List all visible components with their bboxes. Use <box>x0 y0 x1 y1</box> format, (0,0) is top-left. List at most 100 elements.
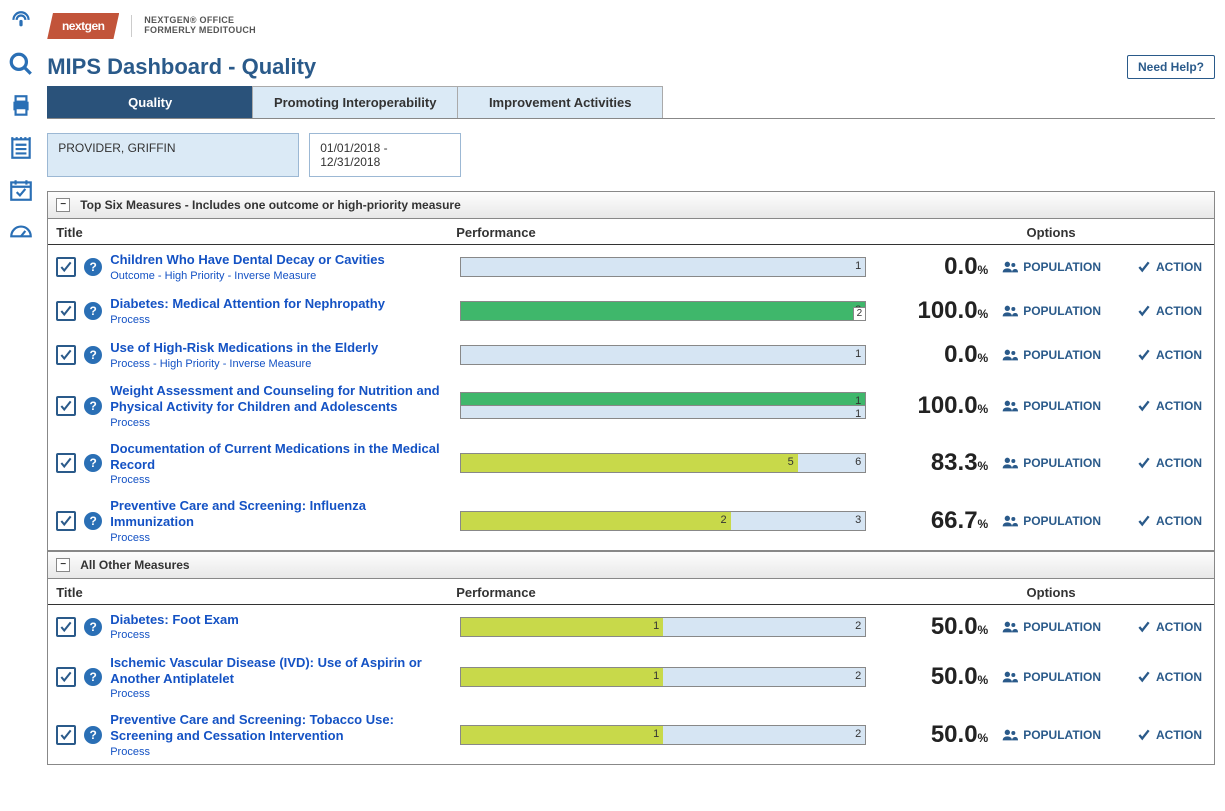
check-icon <box>1137 348 1151 362</box>
action-link[interactable]: ACTION <box>1137 348 1202 362</box>
measure-subtitle: Process <box>110 532 452 544</box>
row-options: POPULATION ACTION <box>1002 620 1206 634</box>
performance-bar: 11 <box>460 392 866 419</box>
col-options: Options <box>896 585 1206 600</box>
measure-checkbox[interactable] <box>56 301 76 321</box>
measure-title[interactable]: Ischemic Vascular Disease (IVD): Use of … <box>110 655 452 688</box>
column-headers: TitlePerformanceOptions <box>48 579 1214 605</box>
measures-section: −All Other MeasuresTitlePerformanceOptio… <box>47 551 1215 765</box>
performance-percent: 50.0% <box>874 721 994 749</box>
population-link[interactable]: POPULATION <box>1002 728 1101 742</box>
measure-help-icon[interactable]: ? <box>84 302 102 320</box>
action-link[interactable]: ACTION <box>1137 304 1202 318</box>
collapse-toggle[interactable]: − <box>56 198 70 212</box>
people-icon <box>1002 399 1018 413</box>
measure-checkbox[interactable] <box>56 667 76 687</box>
people-icon <box>1002 728 1018 742</box>
bar-denominator: 2 <box>853 307 867 321</box>
measure-title[interactable]: Diabetes: Foot Exam <box>110 612 452 628</box>
population-link[interactable]: POPULATION <box>1002 670 1101 684</box>
measure-help-icon[interactable]: ? <box>84 397 102 415</box>
col-performance: Performance <box>456 585 896 600</box>
brand-logo: nextgen <box>47 13 119 39</box>
measure-title[interactable]: Preventive Care and Screening: Tobacco U… <box>110 712 452 745</box>
measure-title[interactable]: Preventive Care and Screening: Influenza… <box>110 498 452 531</box>
row-options: POPULATION ACTION <box>1002 348 1206 362</box>
calendar-check-icon[interactable] <box>7 176 35 204</box>
brand-separator <box>131 15 132 37</box>
measure-info: Use of High-Risk Medications in the Elde… <box>110 340 452 369</box>
bar-denominator: 6 <box>855 456 861 468</box>
measure-checkbox[interactable] <box>56 345 76 365</box>
performance-percent: 50.0% <box>874 663 994 691</box>
provider-select[interactable]: PROVIDER, GRIFFIN <box>47 133 299 177</box>
action-link[interactable]: ACTION <box>1137 260 1202 274</box>
measure-checkbox[interactable] <box>56 257 76 277</box>
population-link[interactable]: POPULATION <box>1002 514 1101 528</box>
tab-quality[interactable]: Quality <box>47 86 253 118</box>
print-icon[interactable] <box>7 92 35 120</box>
bar-numerator: 1 <box>653 728 659 740</box>
measure-help-icon[interactable]: ? <box>84 726 102 744</box>
measure-checkbox[interactable] <box>56 396 76 416</box>
action-link[interactable]: ACTION <box>1137 399 1202 413</box>
bar-denominator: 2 <box>855 728 861 740</box>
measure-checkbox[interactable] <box>56 453 76 473</box>
search-icon[interactable] <box>7 50 35 78</box>
date-range-select[interactable]: 01/01/2018 - 12/31/2018 <box>309 133 461 177</box>
broadcast-icon[interactable] <box>7 8 35 36</box>
notes-icon[interactable] <box>7 134 35 162</box>
row-options: POPULATION ACTION <box>1002 456 1206 470</box>
measure-help-icon[interactable]: ? <box>84 346 102 364</box>
measure-title[interactable]: Diabetes: Medical Attention for Nephropa… <box>110 296 452 312</box>
measure-help-icon[interactable]: ? <box>84 668 102 686</box>
people-icon <box>1002 620 1018 634</box>
measure-subtitle: Process <box>110 629 452 641</box>
tab-improvement-activities[interactable]: Improvement Activities <box>457 86 663 118</box>
population-link[interactable]: POPULATION <box>1002 348 1101 362</box>
measure-help-icon[interactable]: ? <box>84 512 102 530</box>
measure-row: ? Documentation of Current Medications in… <box>48 435 1214 493</box>
people-icon <box>1002 304 1018 318</box>
bar-denominator: 3 <box>855 514 861 526</box>
dashboard-gauge-icon[interactable] <box>7 218 35 246</box>
col-title: Title <box>56 585 456 600</box>
measure-help-icon[interactable]: ? <box>84 454 102 472</box>
population-link[interactable]: POPULATION <box>1002 456 1101 470</box>
population-link[interactable]: POPULATION <box>1002 304 1101 318</box>
performance-bar: 23 <box>460 511 866 531</box>
measure-help-icon[interactable]: ? <box>84 618 102 636</box>
people-icon <box>1002 348 1018 362</box>
bar-numerator: 2 <box>721 514 727 526</box>
action-link[interactable]: ACTION <box>1137 456 1202 470</box>
check-icon <box>1137 304 1151 318</box>
performance-percent: 100.0% <box>874 392 994 420</box>
performance-bar: 22 <box>460 301 866 321</box>
measure-title[interactable]: Weight Assessment and Counseling for Nut… <box>110 383 452 416</box>
measure-info: Weight Assessment and Counseling for Nut… <box>110 383 452 429</box>
people-icon <box>1002 514 1018 528</box>
population-link[interactable]: POPULATION <box>1002 260 1101 274</box>
measure-help-icon[interactable]: ? <box>84 258 102 276</box>
tab-promoting-interoperability[interactable]: Promoting Interoperability <box>252 86 458 118</box>
action-link[interactable]: ACTION <box>1137 670 1202 684</box>
action-link[interactable]: ACTION <box>1137 514 1202 528</box>
action-link[interactable]: ACTION <box>1137 620 1202 634</box>
measure-checkbox[interactable] <box>56 617 76 637</box>
measure-info: Diabetes: Medical Attention for Nephropa… <box>110 296 452 325</box>
need-help-button[interactable]: Need Help? <box>1127 55 1215 79</box>
collapse-toggle[interactable]: − <box>56 558 70 572</box>
measures-section: −Top Six Measures - Includes one outcome… <box>47 191 1215 551</box>
measure-subtitle: Process <box>110 314 452 326</box>
measure-checkbox[interactable] <box>56 725 76 745</box>
measure-subtitle: Outcome - High Priority - Inverse Measur… <box>110 270 452 282</box>
population-link[interactable]: POPULATION <box>1002 399 1101 413</box>
performance-bar: 12 <box>460 725 866 745</box>
population-link[interactable]: POPULATION <box>1002 620 1101 634</box>
measure-title[interactable]: Use of High-Risk Medications in the Elde… <box>110 340 452 356</box>
measure-checkbox[interactable] <box>56 511 76 531</box>
measure-title[interactable]: Children Who Have Dental Decay or Caviti… <box>110 252 452 268</box>
section-header: −Top Six Measures - Includes one outcome… <box>48 192 1214 219</box>
measure-title[interactable]: Documentation of Current Medications in … <box>110 441 452 474</box>
action-link[interactable]: ACTION <box>1137 728 1202 742</box>
